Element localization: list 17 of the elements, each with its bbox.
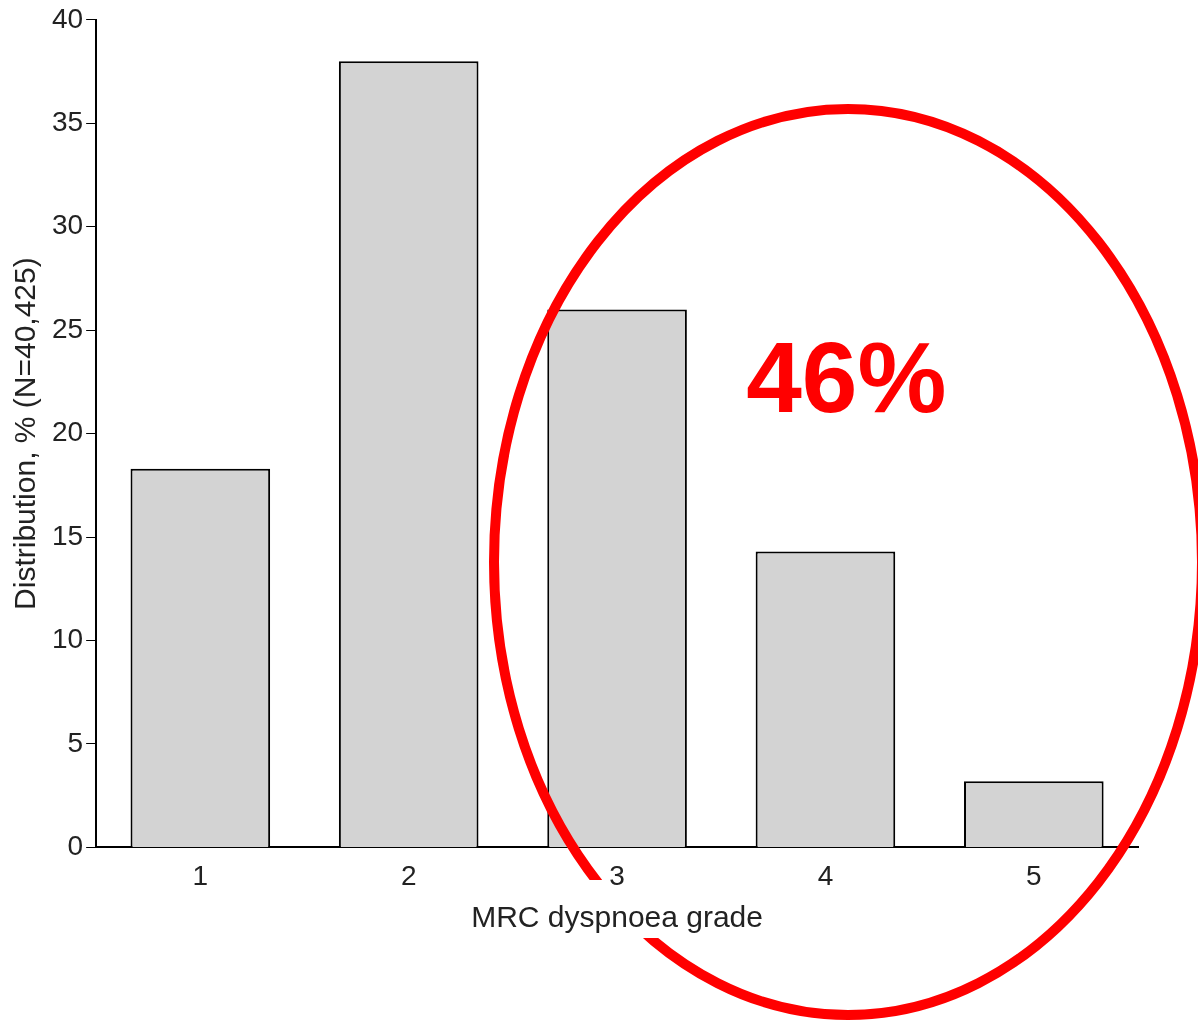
x-tick-label: 1 xyxy=(192,859,209,891)
x-axis-title: MRC dyspnoea grade xyxy=(471,900,763,934)
y-axis-title: Distribution, % (N=40,425) xyxy=(8,257,42,610)
y-tick-label: 5 xyxy=(67,726,84,758)
y-tick-label: 35 xyxy=(51,105,84,137)
y-tick-label: 40 xyxy=(51,2,84,34)
y-tick-label: 20 xyxy=(51,416,84,448)
y-tick-label: 15 xyxy=(51,519,84,551)
x-tick-label: 5 xyxy=(1026,859,1042,891)
x-tick-label: 4 xyxy=(817,859,834,891)
y-tick-label: 10 xyxy=(51,623,84,655)
annotation: 46% xyxy=(746,320,947,433)
y-tick-label: 30 xyxy=(51,209,84,241)
y-tick-label: 25 xyxy=(51,312,84,344)
y-tick-label: 0 xyxy=(67,830,84,862)
x-tick-label: 2 xyxy=(400,859,417,891)
x-tick-label: 3 xyxy=(609,859,625,891)
